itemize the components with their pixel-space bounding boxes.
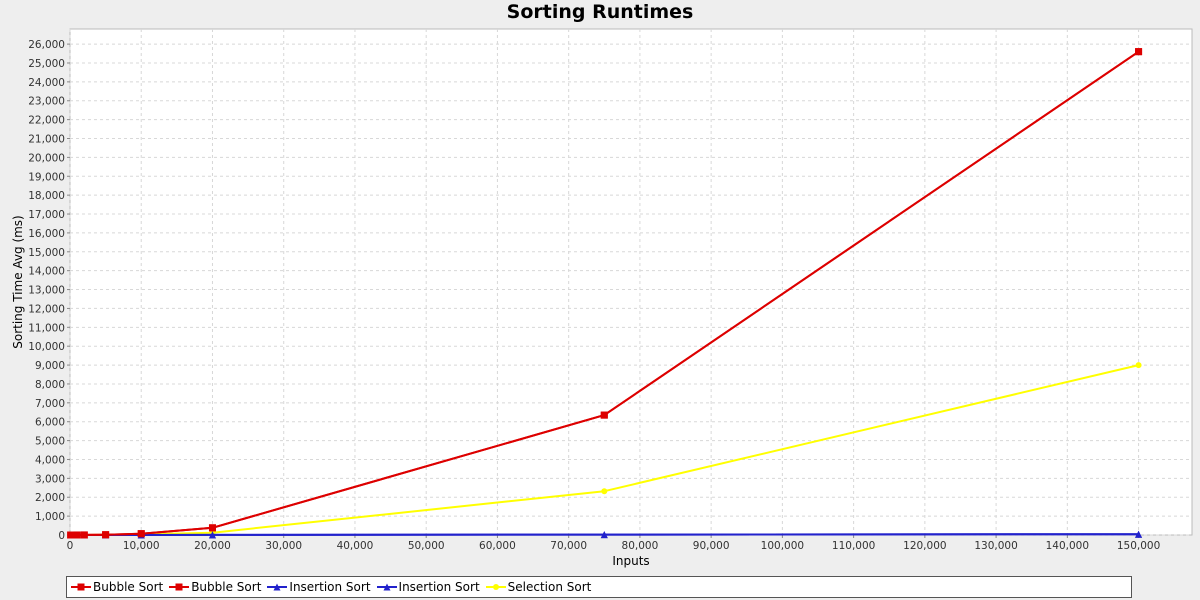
bubble-sort-0-point xyxy=(102,531,110,539)
bubble-sort-0-point xyxy=(137,530,145,538)
y-tick-label: 17,000 xyxy=(28,209,65,221)
x-tick-label: 130,000 xyxy=(974,540,1017,552)
x-axis-label: Inputs xyxy=(612,554,649,568)
y-tick-label: 13,000 xyxy=(28,285,65,297)
legend: Bubble Sort Bubble Sort Insertion Sort Inse… xyxy=(66,576,1132,598)
y-tick-label: 22,000 xyxy=(28,115,65,127)
series-lines xyxy=(67,48,1143,539)
legend-label: Insertion Sort xyxy=(289,580,371,594)
legend-label: Selection Sort xyxy=(507,580,592,594)
x-tick-label: 90,000 xyxy=(693,540,730,552)
bubble-sort-0-point xyxy=(1135,48,1143,56)
y-tick-label: 15,000 xyxy=(28,247,65,259)
legend-item: Insertion Sort xyxy=(376,580,480,594)
selection-sort-4-point xyxy=(601,488,608,495)
legend-item: Bubble Sort xyxy=(71,580,163,594)
x-tick-label: 80,000 xyxy=(622,540,659,552)
legend-swatch xyxy=(71,583,91,591)
x-tick-label: 50,000 xyxy=(408,540,445,552)
x-tick-label: 40,000 xyxy=(337,540,374,552)
y-tick-label: 10,000 xyxy=(28,341,65,353)
y-tick-label: 1,000 xyxy=(35,511,65,523)
tick-labels: 0 1,000 2,000 3,000 4,000 5,000 6,000 7,000 8,00… xyxy=(28,39,1160,552)
legend-swatch xyxy=(169,583,190,591)
x-tick-label: 0 xyxy=(67,540,74,552)
bubble-sort-0-point xyxy=(208,524,216,532)
y-tick-label: 2,000 xyxy=(35,492,65,504)
x-tick-label: 120,000 xyxy=(903,540,946,552)
y-tick-label: 23,000 xyxy=(28,96,65,108)
y-tick-label: 25,000 xyxy=(28,58,65,70)
y-tick-label: 14,000 xyxy=(28,266,65,278)
legend-label: Bubble Sort xyxy=(191,580,262,594)
x-tick-label: 60,000 xyxy=(479,540,516,552)
y-tick-label: 21,000 xyxy=(28,134,65,146)
x-tick-label: 70,000 xyxy=(550,540,587,552)
legend-point xyxy=(77,583,85,591)
y-tick-label: 11,000 xyxy=(28,322,65,334)
legend-label: Bubble Sort xyxy=(93,580,164,594)
chart-title: Sorting Runtimes xyxy=(506,1,694,23)
bubble-sort-0-point xyxy=(67,531,75,539)
legend-point xyxy=(492,584,499,590)
plot-area xyxy=(69,28,1193,536)
x-tick-label: 100,000 xyxy=(761,540,804,552)
x-tick-label: 150,000 xyxy=(1117,540,1160,552)
x-tick-label: 110,000 xyxy=(832,540,875,552)
grid-lines xyxy=(69,29,1192,536)
legend-point xyxy=(273,583,281,591)
selection-sort-4-point xyxy=(1135,362,1142,369)
y-axis-label: Sorting Time Avg (ms) xyxy=(11,215,25,349)
y-tick-label: 7,000 xyxy=(35,398,65,410)
legend-item: Insertion Sort xyxy=(267,580,371,594)
y-tick-label: 19,000 xyxy=(28,171,65,183)
legend-swatch xyxy=(376,583,397,591)
insertion-sort-2-point xyxy=(208,531,216,539)
insertion-sort-2-point xyxy=(1135,530,1143,538)
y-tick-label: 26,000 xyxy=(28,39,65,51)
y-tick-label: 12,000 xyxy=(28,303,65,315)
y-tick-label: 18,000 xyxy=(28,190,65,202)
series-bubble-sort-0 xyxy=(67,48,1143,539)
bubble-sort-0-point xyxy=(73,531,81,539)
y-tick-label: 4,000 xyxy=(35,454,65,466)
legend-point xyxy=(383,583,391,591)
y-tick-label: 24,000 xyxy=(28,77,65,89)
y-tick-label: 6,000 xyxy=(35,417,65,429)
legend-item: Bubble Sort xyxy=(169,580,261,594)
bubble-sort-0-point xyxy=(600,411,608,419)
y-tick-label: 5,000 xyxy=(35,436,65,448)
x-tick-label: 10,000 xyxy=(123,540,160,552)
y-tick-label: 9,000 xyxy=(35,360,65,372)
legend-item: Selection Sort xyxy=(485,580,592,594)
x-tick-label: 30,000 xyxy=(265,540,302,552)
y-tick-label: 16,000 xyxy=(28,228,65,240)
x-tick-label: 140,000 xyxy=(1046,540,1089,552)
legend-label: Insertion Sort xyxy=(398,580,480,594)
legend-point xyxy=(175,583,183,591)
y-tick-label: 0 xyxy=(58,530,65,542)
chart-svg: 0 1,000 2,000 3,000 4,000 5,000 6,000 7,000 8,00… xyxy=(11,28,1193,568)
y-tick-label: 20,000 xyxy=(28,152,65,164)
x-tick-label: 20,000 xyxy=(194,540,231,552)
legend-swatch xyxy=(267,583,288,591)
bubble-sort-0-point xyxy=(80,531,88,539)
insertion-sort-2-point xyxy=(600,531,608,539)
y-tick-label: 8,000 xyxy=(35,379,65,391)
y-tick-label: 3,000 xyxy=(35,473,65,485)
legend-swatch xyxy=(485,584,506,590)
